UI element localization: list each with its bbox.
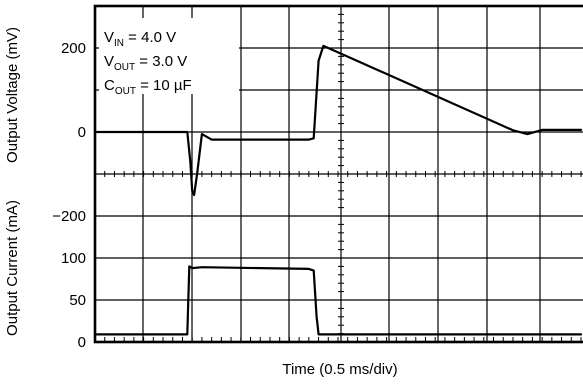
condition-cout: COUT = 10 µF — [104, 77, 192, 97]
current-trace — [93, 265, 583, 336]
condition-vout: VOUT = 3.0 V — [104, 53, 187, 73]
tick-labels: 200 0 −200 100 50 0 — [52, 40, 86, 351]
y-axis-title-current: Output Current (mA) — [4, 200, 21, 336]
conditions-box — [99, 18, 239, 94]
y-tick-label: 100 — [61, 250, 86, 267]
y-tick-label: 200 — [61, 40, 86, 57]
condition-vin: VIN = 4.0 V — [104, 29, 176, 49]
y-tick-label: 0 — [78, 334, 86, 351]
y-axis-title-voltage: Output Voltage (mV) — [4, 27, 21, 163]
traces — [93, 44, 583, 336]
minor-ticks — [94, 5, 582, 343]
plot-frame — [93, 4, 583, 344]
y-tick-label: −200 — [52, 208, 86, 225]
voltage-trace — [93, 44, 583, 197]
y-tick-label: 50 — [69, 292, 86, 309]
y-tick-label: 0 — [78, 124, 86, 141]
x-axis-title: Time (0.5 ms/div) — [282, 361, 397, 378]
